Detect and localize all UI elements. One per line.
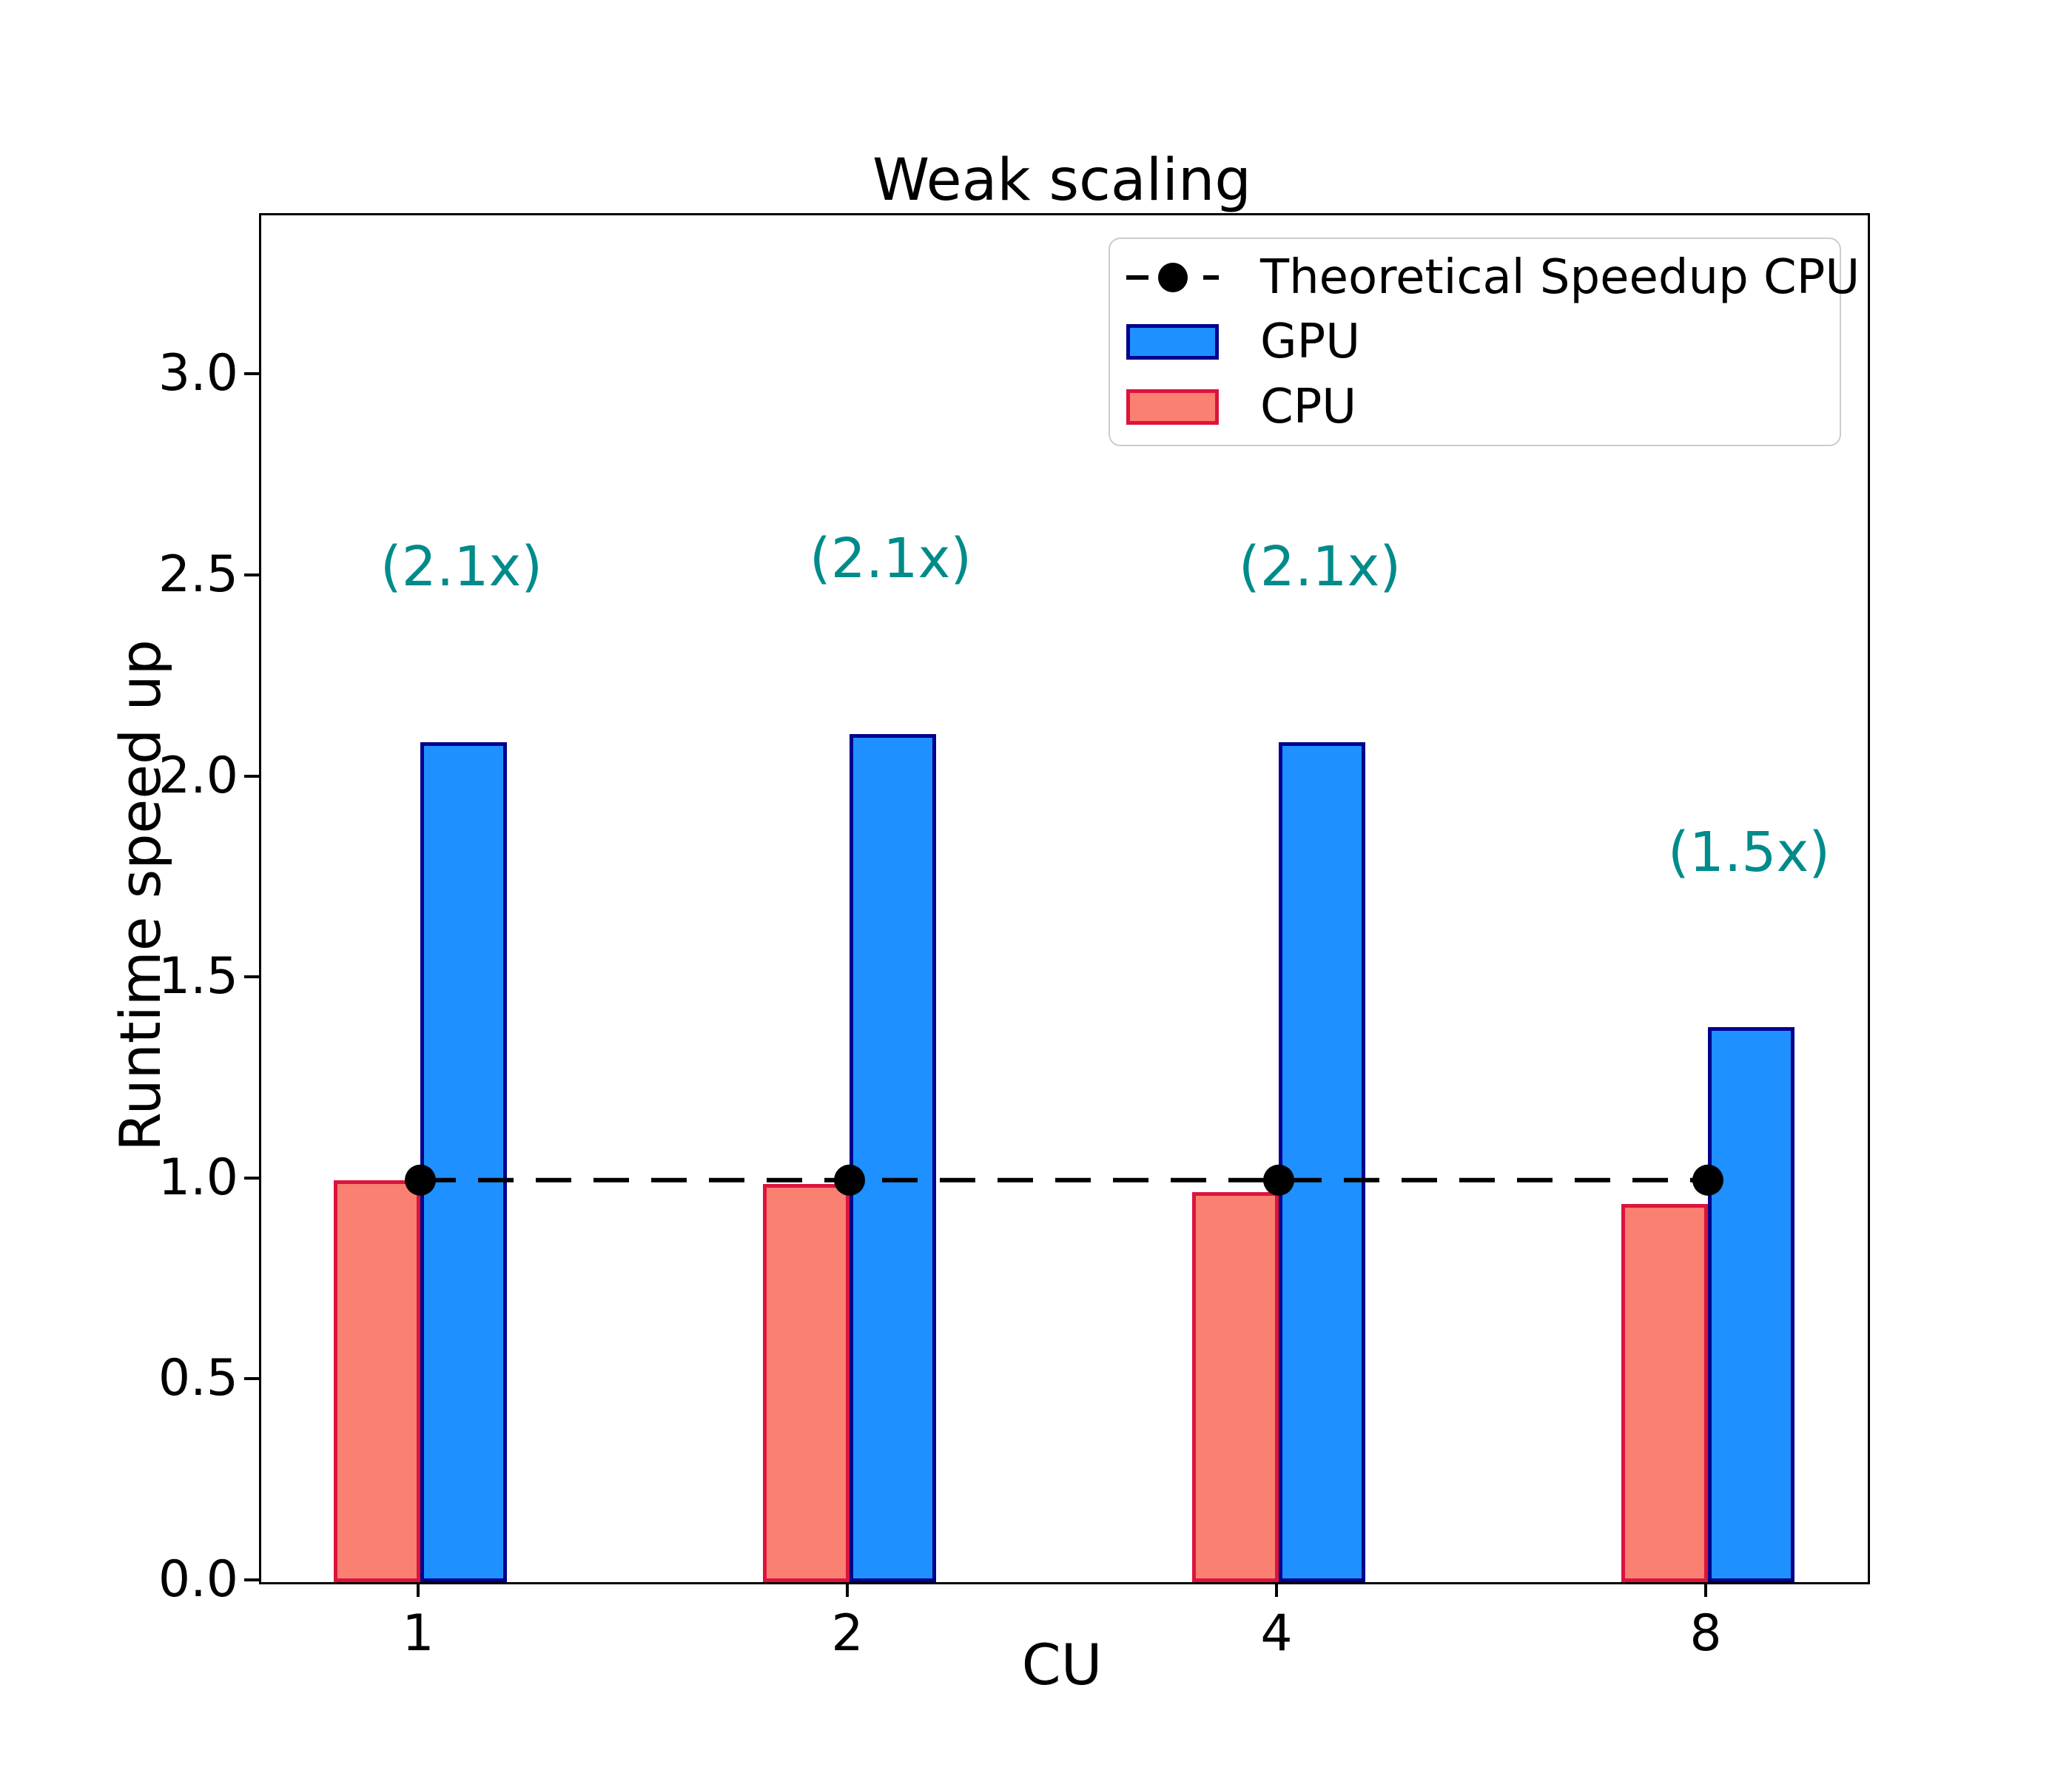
- legend-item-gpu: GPU: [1126, 315, 1840, 369]
- bar-gpu-8: [1708, 1027, 1794, 1582]
- legend-label: CPU: [1260, 379, 1357, 434]
- y-tick-mark: [244, 774, 259, 778]
- y-tick-mark: [244, 1578, 259, 1581]
- y-tick-label: 0.0: [158, 1550, 238, 1609]
- speedup-annotation-1: (2.1x): [380, 535, 543, 599]
- y-tick-label: 2.0: [158, 746, 238, 805]
- legend-label: GPU: [1260, 314, 1361, 369]
- y-tick-mark: [244, 1377, 259, 1381]
- x-tick-mark: [1275, 1582, 1278, 1597]
- x-tick-label: 1: [402, 1604, 434, 1663]
- x-tick-mark: [417, 1582, 420, 1597]
- legend-item-cpu: CPU: [1126, 380, 1840, 434]
- y-tick-label: 2.5: [158, 545, 238, 604]
- x-tick-mark: [846, 1582, 849, 1597]
- plot-area: [259, 213, 1870, 1584]
- x-tick-label: 8: [1689, 1604, 1722, 1663]
- bar-cpu-1: [334, 1180, 420, 1582]
- y-tick-mark: [244, 573, 259, 576]
- bar-cpu-4: [1192, 1192, 1279, 1582]
- y-tick-label: 3.0: [158, 344, 238, 403]
- cpu-swatch-icon: [1126, 388, 1219, 425]
- bar-cpu-2: [763, 1184, 850, 1582]
- speedup-annotation-8: (1.5x): [1667, 820, 1831, 884]
- x-tick-label: 4: [1260, 1604, 1293, 1663]
- bar-gpu-2: [850, 734, 936, 1582]
- x-axis-label: CU: [1021, 1632, 1103, 1698]
- y-tick-mark: [244, 975, 259, 979]
- chart-title: Weak scaling: [872, 147, 1251, 214]
- x-tick-mark: [1704, 1582, 1707, 1597]
- x-tick-label: 2: [831, 1604, 864, 1663]
- y-tick-label: 1.5: [158, 947, 238, 1006]
- legend-item-theoretical: Theoretical Speedup CPU: [1126, 251, 1860, 304]
- speedup-annotation-2: (2.1x): [809, 527, 972, 591]
- bar-gpu-1: [420, 742, 507, 1582]
- y-tick-mark: [244, 372, 259, 376]
- gpu-swatch-icon: [1126, 324, 1219, 360]
- legend: Theoretical Speedup CPU GPU CPU: [1109, 238, 1860, 446]
- y-tick-label: 0.5: [158, 1349, 238, 1408]
- y-tick-label: 1.0: [158, 1148, 238, 1207]
- legend-label: Theoretical Speedup CPU: [1260, 249, 1860, 305]
- dashed-line-marker-icon: [1126, 262, 1219, 292]
- y-tick-mark: [244, 1176, 259, 1180]
- speedup-annotation-4: (2.1x): [1238, 535, 1402, 599]
- bar-cpu-8: [1621, 1204, 1708, 1582]
- bar-gpu-4: [1279, 742, 1365, 1582]
